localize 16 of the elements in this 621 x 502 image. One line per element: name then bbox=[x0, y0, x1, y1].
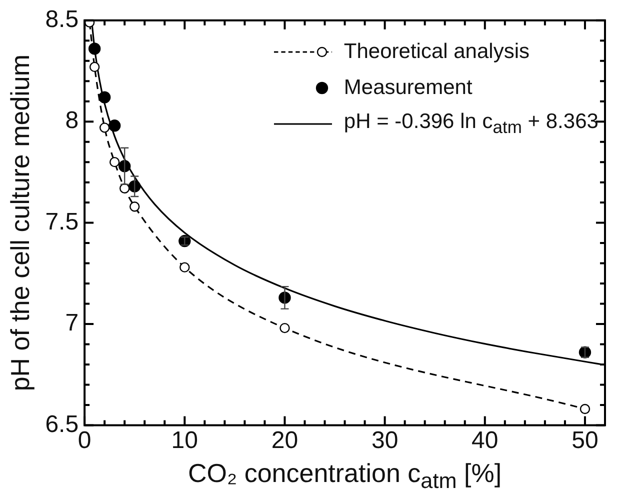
y-tick-label: 7.5 bbox=[45, 208, 79, 236]
y-tick-label: 8 bbox=[65, 107, 79, 134]
legend-label: Measurement bbox=[344, 76, 472, 100]
x-tick-label: 0 bbox=[78, 427, 92, 454]
x-tick-label: 20 bbox=[271, 427, 298, 454]
y-tick-label: 8.5 bbox=[45, 6, 79, 34]
x-axis-title: CO₂ concentration c$_{atm}$ [%] bbox=[188, 458, 502, 494]
y-axis-title: pH of the cell culture medium bbox=[4, 54, 35, 392]
x-tick-label: 30 bbox=[371, 427, 398, 454]
x-tick-label: 50 bbox=[572, 427, 598, 454]
legend-label: Theoretical analysis bbox=[344, 40, 530, 64]
y-tick-label: 7 bbox=[65, 310, 79, 337]
x-tick-label: 10 bbox=[171, 427, 198, 454]
y-tick-label: 6.5 bbox=[45, 410, 79, 438]
x-tick-label: 40 bbox=[472, 427, 498, 454]
legend-label: pH = -0.396 ln c$_{atm}$ + 8.363 bbox=[344, 110, 598, 138]
